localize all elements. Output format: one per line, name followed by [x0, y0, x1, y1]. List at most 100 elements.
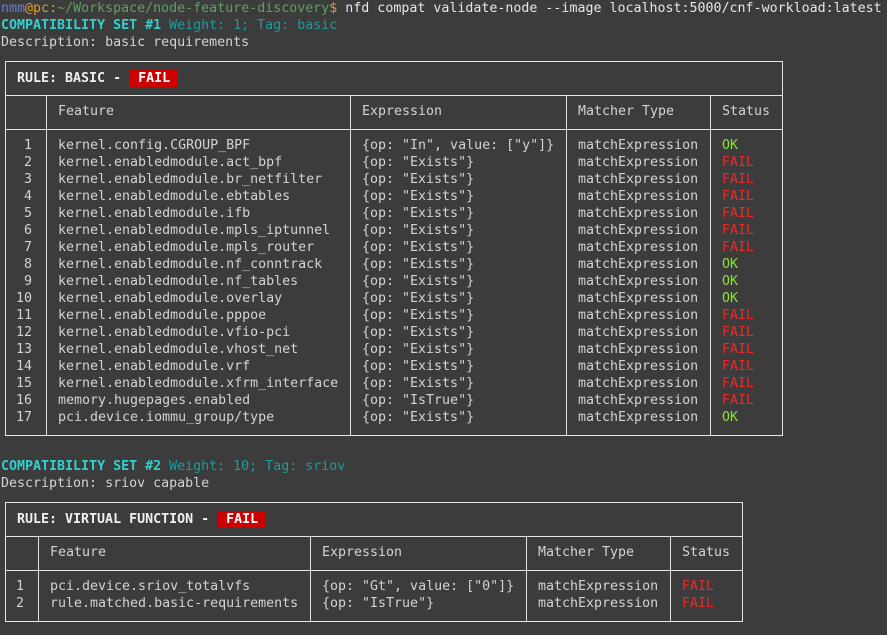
set-title: COMPATIBILITY SET #1 [1, 18, 162, 33]
row-number: 7 [24, 240, 33, 255]
row-number: 16 [16, 393, 33, 408]
expression: {op: "Exists"} [362, 257, 475, 272]
matcher-type: matchExpression [578, 206, 699, 221]
column-divider [46, 95, 47, 435]
status: FAIL [682, 579, 715, 594]
expression: {op: "Gt", value: ["0"]} [322, 579, 515, 594]
set-description: Description: basic requirements [1, 35, 250, 50]
row-number: 4 [24, 189, 33, 204]
row-number: 11 [16, 308, 33, 323]
column-header: Matcher Type [538, 545, 635, 560]
row-number: 15 [16, 376, 33, 391]
prompt-sep: : [49, 1, 58, 16]
expression: {op: "Exists"} [362, 240, 475, 255]
matcher-type: matchExpression [578, 155, 699, 170]
feature-name: kernel.enabledmodule.vfio-pci [58, 325, 291, 340]
status: FAIL [722, 325, 755, 340]
row-number: 1 [16, 579, 25, 594]
matcher-type: matchExpression [578, 342, 699, 357]
feature-name: kernel.enabledmodule.ifb [58, 206, 251, 221]
matcher-type: matchExpression [538, 579, 659, 594]
column-divider [710, 95, 711, 435]
set-heading: COMPATIBILITY SET #2 Weight: 10; Tag: sr… [1, 458, 345, 475]
expression: {op: "IsTrue"} [322, 596, 435, 611]
row-number: 1 [24, 138, 33, 153]
row-number: 13 [16, 342, 33, 357]
prompt-at: @ [25, 1, 34, 16]
prompt-dollar: $ [329, 1, 338, 16]
expression: {op: "Exists"} [362, 206, 475, 221]
column-divider [526, 536, 527, 621]
row-number: 14 [16, 359, 33, 374]
expression: {op: "Exists"} [362, 410, 475, 425]
column-header: Feature [50, 545, 107, 560]
matcher-type: matchExpression [578, 274, 699, 289]
status: FAIL [722, 206, 755, 221]
status: OK [722, 410, 739, 425]
expression: {op: "Exists"} [362, 223, 475, 238]
status: FAIL [722, 308, 755, 323]
feature-name: kernel.enabledmodule.mpls_iptunnel [58, 223, 331, 238]
feature-name: kernel.enabledmodule.br_netfilter [58, 172, 323, 187]
expression: {op: "In", value: ["y"]} [362, 138, 555, 153]
matcher-type: matchExpression [578, 325, 699, 340]
rule-title: RULE: BASIC - FAIL [6, 62, 782, 96]
row-number: 8 [24, 257, 33, 272]
status: FAIL [722, 189, 755, 204]
rule-table: RULE: BASIC - FAIL Feature Expression Matche… [5, 61, 783, 436]
row-number: 12 [16, 325, 33, 340]
expression: {op: "Exists"} [362, 189, 475, 204]
shell-prompt: nmm@pc:~/Workspace/node-feature-discover… [1, 0, 882, 17]
status: FAIL [722, 376, 755, 391]
expression: {op: "Exists"} [362, 376, 475, 391]
column-divider [310, 536, 311, 621]
set-meta: Weight: 1; Tag: basic [161, 18, 338, 33]
expression: {op: "Exists"} [362, 308, 475, 323]
status: FAIL [722, 342, 755, 357]
status: OK [722, 274, 739, 289]
expression: {op: "IsTrue"} [362, 393, 475, 408]
expression: {op: "Exists"} [362, 155, 475, 170]
status: OK [722, 257, 739, 272]
matcher-type: matchExpression [578, 257, 699, 272]
matcher-type: matchExpression [578, 291, 699, 306]
feature-name: pci.device.iommu_group/type [58, 410, 275, 425]
feature-name: kernel.enabledmodule.xfrm_interface [58, 376, 339, 391]
status: FAIL [722, 240, 755, 255]
matcher-type: matchExpression [578, 410, 699, 425]
status: OK [722, 291, 739, 306]
matcher-type: matchExpression [578, 308, 699, 323]
column-header: Feature [58, 104, 115, 119]
matcher-type: matchExpression [578, 376, 699, 391]
column-divider [350, 95, 351, 435]
row-number: 5 [24, 206, 33, 221]
column-header: Status [722, 104, 771, 119]
feature-name: kernel.enabledmodule.pppoe [58, 308, 267, 323]
feature-name: pci.device.sriov_totalvfs [50, 579, 251, 594]
column-header: Status [682, 545, 731, 560]
column-header: Expression [362, 104, 443, 119]
matcher-type: matchExpression [578, 393, 699, 408]
column-header: Expression [322, 545, 403, 560]
feature-name: kernel.enabledmodule.overlay [58, 291, 283, 306]
status: FAIL [682, 596, 715, 611]
matcher-type: matchExpression [578, 172, 699, 187]
matcher-type: matchExpression [538, 596, 659, 611]
column-divider [670, 536, 671, 621]
expression: {op: "Exists"} [362, 325, 475, 340]
status: FAIL [722, 172, 755, 187]
feature-name: kernel.enabledmodule.vrf [58, 359, 251, 374]
rule-label: RULE: BASIC - [17, 71, 122, 86]
expression: {op: "Exists"} [362, 342, 475, 357]
expression: {op: "Exists"} [362, 172, 475, 187]
row-number: 2 [24, 155, 33, 170]
matcher-type: matchExpression [578, 138, 699, 153]
command-text: nfd compat validate-node --image localho… [337, 1, 882, 16]
prompt-host: pc [33, 1, 50, 16]
prompt-user: nmm [1, 1, 26, 16]
matcher-type: matchExpression [578, 359, 699, 374]
column-header: Matcher Type [578, 104, 675, 119]
row-number: 2 [16, 596, 25, 611]
status: FAIL [722, 393, 755, 408]
feature-name: kernel.enabledmodule.nf_conntrack [58, 257, 323, 272]
